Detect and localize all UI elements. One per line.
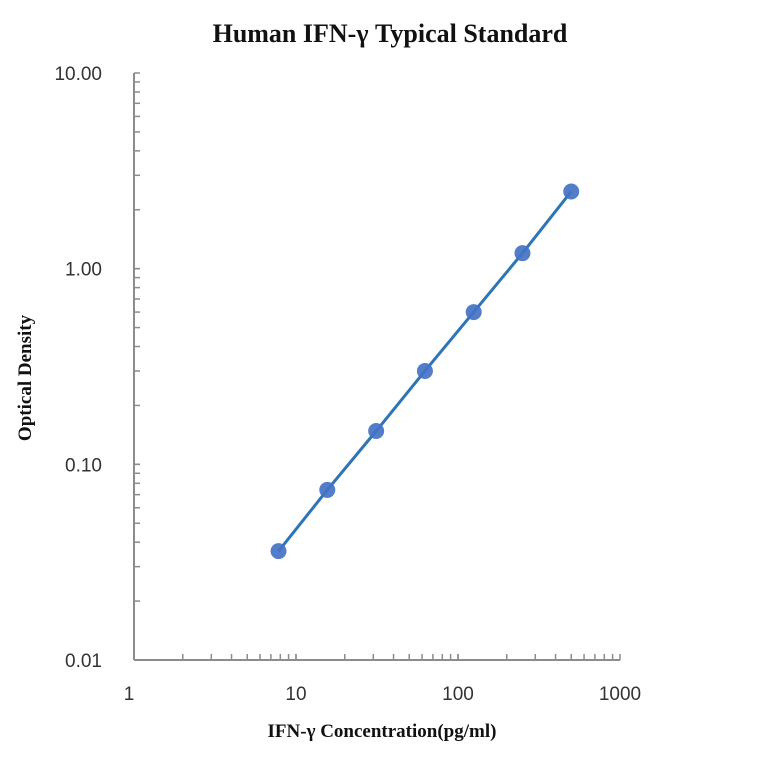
y-tick-labels: 0.01 0.10 1.00 10.00 bbox=[54, 64, 102, 672]
axes bbox=[133, 72, 621, 661]
y-tick-label: 0.10 bbox=[65, 455, 102, 476]
x-tick-labels: 1 10 100 1000 bbox=[124, 684, 641, 705]
y-tick-label: 10.00 bbox=[54, 64, 102, 85]
data-point-marker bbox=[514, 245, 531, 262]
data-point-marker bbox=[270, 543, 287, 560]
data-point-marker bbox=[319, 481, 336, 498]
y-tick-label: 0.01 bbox=[65, 651, 102, 672]
x-tick-label: 10 bbox=[285, 684, 306, 705]
chart-title: Human IFN-γ Typical Standard bbox=[213, 19, 568, 48]
x-tick-label: 100 bbox=[442, 684, 474, 705]
data-point-marker bbox=[563, 183, 580, 200]
data-point-marker bbox=[465, 304, 482, 321]
y-tick-label: 1.00 bbox=[65, 260, 102, 281]
y-axis-title: Optical Density bbox=[15, 314, 36, 441]
x-tick-label: 1 bbox=[124, 684, 135, 705]
data-point-marker bbox=[368, 423, 385, 440]
data-series bbox=[270, 183, 580, 560]
x-axis-title: IFN-γ Concentration(pg/ml) bbox=[268, 721, 497, 742]
x-tick-label: 1000 bbox=[599, 684, 641, 705]
data-point-marker bbox=[416, 362, 433, 379]
